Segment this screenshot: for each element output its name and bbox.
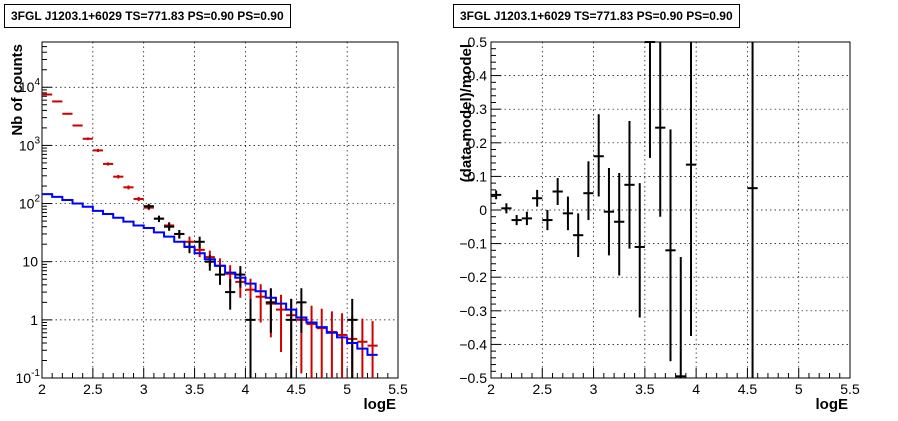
y-tick-label: 102 [19, 194, 41, 212]
x-tick-label: 2 [487, 381, 495, 397]
plot-frame [41, 41, 399, 379]
x-tick-label: 5 [795, 381, 803, 397]
residuals-chart: 2 2.5 3 3.5 4 4.5 5 5.5 −0.5 −0.4 −0.3 −0.2 −0.1 0 0.1… [458, 34, 860, 413]
y-tick-label: −0.2 [459, 269, 487, 285]
y-tick-label: −0.3 [459, 303, 487, 319]
y-tick-label: −0.1 [459, 236, 487, 252]
y-tick-label: −0.5 [459, 370, 487, 386]
x-tick-label: 5 [343, 381, 351, 397]
x-tick-label: 4 [242, 381, 250, 397]
x-tick-label: 3 [140, 381, 148, 397]
x-axis-label: logE [364, 396, 397, 413]
y-tick-label: 10-1 [16, 368, 41, 386]
y-axis-label: Nb of counts [9, 44, 26, 136]
residuals-panel: 2 2.5 3 3.5 4 4.5 5 5.5 −0.5 −0.4 −0.3 −0.2 −0.1 0 0.1… [449, 0, 898, 421]
x-tick-label: 2.5 [533, 381, 553, 397]
y-tick-label: 103 [19, 135, 41, 153]
x-tick-label: 4.5 [287, 381, 307, 397]
x-tick-label: 5.5 [388, 381, 408, 397]
y-tick-label: 0 [479, 202, 487, 218]
y-tick-label: −0.4 [459, 336, 487, 352]
x-tick-label: 2 [38, 381, 46, 397]
counts-chart-title: 3FGL J1203.1+6029 TS=771.83 PS=0.90 PS=0… [4, 4, 291, 28]
y-tick-label: 0.5 [468, 34, 488, 50]
x-tick-label: 5.5 [840, 381, 860, 397]
x-tick-label: 3.5 [635, 381, 655, 397]
y-tick-label: 10 [22, 254, 38, 270]
x-tick-label: 4.5 [738, 381, 758, 397]
y-tick-label: 0.3 [468, 101, 488, 117]
counts-panel: 2 2.5 3 3.5 4 4.5 5 5.5 10-1 1 10 102 103 104 logE Nb o… [4, 4, 408, 413]
x-tick-label: 3 [590, 381, 598, 397]
x-tick-label: 2.5 [83, 381, 103, 397]
y-tick-label: 1 [30, 312, 38, 328]
y-tick-label: 0.2 [468, 135, 488, 151]
y-tick-label: 0.4 [468, 68, 488, 84]
x-tick-label: 4 [692, 381, 700, 397]
x-tick-label: 3.5 [185, 381, 205, 397]
y-tick-label: 0.1 [468, 168, 488, 184]
x-axis-label: logE [816, 396, 849, 413]
y-axis-label: (data-model)/model [458, 44, 475, 182]
model-step-line [42, 193, 378, 356]
residuals-chart-title: 3FGL J1203.1+6029 TS=771.83 PS=0.90 PS=0… [453, 4, 740, 28]
